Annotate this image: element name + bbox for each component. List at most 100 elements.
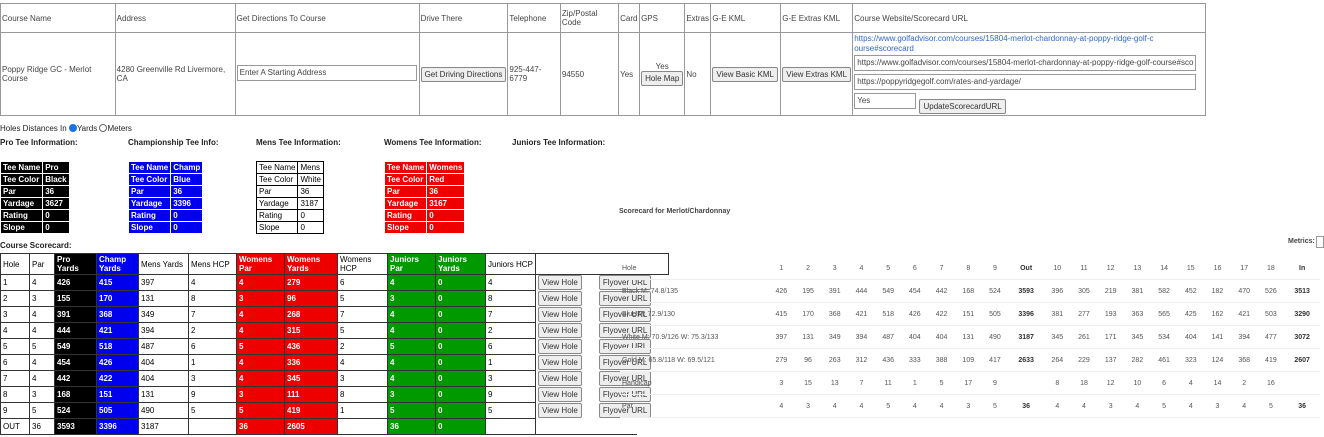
scorecard-cell: 4 [337, 354, 388, 371]
scorecard-header-row: Hole Par Pro Yards Champ Yards Mens Yards Men… [0, 253, 669, 275]
right-scorecard-cell: Out [1008, 257, 1044, 280]
header-course-name: Course Name [0, 3, 116, 33]
scorecard-cell: 5 [337, 290, 388, 307]
starting-address-input[interactable]: Enter A Starting Address [236, 65, 417, 81]
tee-label: Tee Color [127, 173, 172, 186]
scorecard-cell: 422 [96, 370, 139, 387]
view-hole-button[interactable]: View Hole [538, 371, 582, 386]
view-hole-button[interactable]: View Hole [538, 307, 582, 322]
right-scorecard-row: Blue M: 72.9/130 415 170 368 421 518 426 422 151… [620, 302, 1320, 326]
scorecard-cell: 170 [96, 290, 139, 307]
tee-label: Slope [0, 221, 44, 234]
tee-row: Par 36 [383, 185, 466, 198]
view-hole-button[interactable]: View Hole [538, 355, 582, 370]
right-scorecard-cell: 6 [1150, 371, 1178, 395]
tee-value: 3627 [42, 197, 70, 210]
yards-radio[interactable] [68, 124, 77, 132]
header-extras: Extras [684, 3, 712, 33]
right-scorecard-row: Black M: 74.8/135 426 195 391 444 549 454 442 16… [620, 279, 1320, 303]
scorecard-cell: 444 [54, 322, 97, 339]
metrics-select[interactable] [1316, 236, 1324, 248]
view-extras-kml-button[interactable]: View Extras KML [782, 66, 852, 82]
scorecard-cell: 9 [188, 386, 237, 403]
scorecard-cell: 404 [138, 370, 189, 387]
tee-row: Tee Name Womens [383, 161, 466, 174]
gps-cell: Yes Hole Map [639, 32, 686, 116]
right-scorecard-cell: 282 [1124, 348, 1151, 372]
get-driving-directions-button[interactable]: Get Driving Directions [420, 66, 507, 82]
scorecard-header-cell: Mens HCP [188, 253, 237, 275]
tee-row: Slope 0 [127, 221, 204, 234]
right-scorecard-cell: 16 [1204, 257, 1231, 280]
tee-value: 36 [426, 185, 466, 198]
right-scorecard-cell: 425 [1177, 302, 1205, 326]
right-scorecard-cell: 442 [928, 279, 955, 303]
tee-row: Par 36 [127, 185, 204, 198]
tee-label: Tee Color [0, 173, 44, 186]
scorecard-out-cell [485, 418, 536, 435]
tee-label: Tee Color [255, 173, 299, 186]
right-scorecard-cell: 565 [1150, 302, 1178, 326]
rates-url-input[interactable]: https://poppyridgegolf.com/rates-and-yar… [854, 74, 1197, 90]
right-scorecard-cell: 137 [1097, 348, 1125, 372]
view-hole-button[interactable]: View Hole [538, 403, 582, 418]
tee-row: Tee Color Black [0, 173, 70, 186]
scorecard-header-cell: Womens Yards [284, 253, 338, 275]
view-hole-cell: View Hole [535, 386, 597, 403]
right-scorecard-cell: 1 [901, 371, 929, 395]
view-basic-kml-button[interactable]: View Basic KML [712, 66, 778, 82]
hole-map-button[interactable]: Hole Map [641, 71, 684, 86]
right-scorecard-cell: 5 [874, 394, 902, 418]
tee-value: 36 [170, 185, 204, 198]
right-scorecard-cell: 436 [874, 348, 902, 372]
scorecard-header-cell: Juniors Yards [435, 253, 486, 275]
metrics-label: Metrics: [1288, 238, 1315, 245]
scorecard-website-link[interactable]: https://www.golfadvisor.com/courses/1580… [854, 34, 1154, 53]
header-website: Course Website/Scorecard URL [852, 3, 1206, 33]
scorecard-cell: 1 [337, 402, 388, 419]
right-scorecard-cell: 305 [1070, 279, 1098, 303]
right-scorecard-cell: 151 [954, 302, 982, 326]
header-drive-there: Drive There [418, 3, 509, 33]
right-scorecard-cell: 3593 [1008, 279, 1044, 303]
right-scorecard-cell: 404 [928, 325, 955, 349]
right-scorecard-cell: 422 [928, 302, 955, 326]
right-scorecard-cell: 404 [1177, 325, 1205, 349]
yes-input[interactable]: Yes [854, 93, 917, 109]
right-scorecard-cell: 10 [1124, 371, 1151, 395]
right-scorecard-cell: 526 [1257, 279, 1285, 303]
pro-tee-table: Tee Name Pro Tee Color Black Par 36 Yardage 362… [0, 161, 70, 234]
scorecard-header-cell: Champ Yards [96, 253, 139, 275]
right-scorecard-cell: 312 [848, 348, 875, 372]
right-scorecard-cell: 454 [901, 279, 929, 303]
meters-radio[interactable] [99, 124, 108, 132]
right-scorecard-cell: 1 [768, 257, 795, 280]
update-scorecard-url-button[interactable]: UpdateScorecardURL [919, 99, 1006, 114]
scorecard-cell: 487 [138, 338, 189, 355]
header-ge-extras-kml: G-E Extras KML [780, 3, 854, 33]
right-scorecard-cell: Blue M: 72.9/130 [620, 302, 768, 326]
scorecard-cell: 5 [387, 402, 436, 419]
right-scorecard-cell: Handicap [620, 371, 768, 395]
right-scorecard-cell: 388 [928, 348, 955, 372]
view-hole-button[interactable]: View Hole [538, 323, 582, 338]
scorecard-cell: 4 [236, 354, 285, 371]
right-scorecard-title: Scorecard for Merlot/Chardonnay [619, 208, 731, 215]
view-hole-button[interactable]: View Hole [538, 275, 582, 291]
scorecard-cell: 2 [337, 338, 388, 355]
view-hole-cell: View Hole [535, 402, 597, 419]
view-hole-button[interactable]: View Hole [538, 339, 582, 354]
scorecard-cell: 6 [188, 338, 237, 355]
header-ge-kml: G-E KML [710, 3, 782, 33]
right-scorecard-cell: 141 [1204, 325, 1231, 349]
scorecard-out-cell: 36 [236, 418, 285, 435]
right-scorecard-cell: 263 [821, 348, 849, 372]
view-hole-button[interactable]: View Hole [538, 387, 582, 402]
tee-label: Slope [255, 221, 299, 234]
right-scorecard-cell: 368 [821, 302, 849, 326]
scorecard-cell: 419 [284, 402, 338, 419]
scorecard-url-input[interactable]: https://www.golfadvisor.com/courses/1580… [854, 55, 1197, 71]
view-hole-button[interactable]: View Hole [538, 291, 582, 306]
right-scorecard-cell: 277 [1070, 302, 1098, 326]
scorecard-cell: 6 [337, 274, 388, 291]
